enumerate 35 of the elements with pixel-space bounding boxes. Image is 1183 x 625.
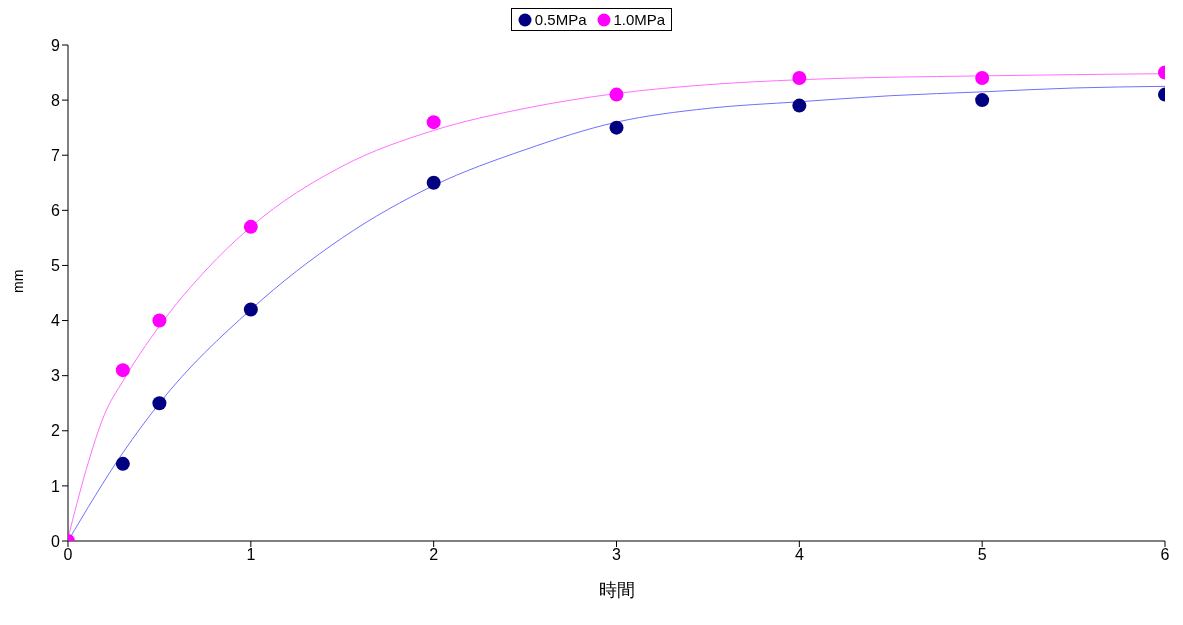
y-tick-label: 9 [51, 36, 61, 54]
y-tick-label: 7 [51, 146, 61, 164]
y-axis-title: mm [9, 269, 26, 293]
x-tick-label: 4 [794, 546, 804, 564]
x-axis-title: 時間 [598, 580, 635, 600]
y-tick-label: 1 [51, 477, 61, 495]
point [243, 302, 258, 317]
point [152, 313, 167, 328]
point [792, 98, 807, 113]
y-tick-label: 4 [51, 312, 61, 330]
point [243, 219, 258, 234]
x-tick-label: 5 [977, 546, 987, 564]
point [426, 175, 441, 190]
y-tick-label: 0 [51, 532, 61, 550]
legend-label: 0.5MPa [533, 11, 587, 28]
point [975, 93, 990, 108]
y-tick-label: 2 [51, 422, 61, 440]
point [115, 363, 130, 378]
point [609, 120, 624, 135]
y-tick-label: 8 [51, 91, 61, 109]
legend-label: 1.0MPa [612, 11, 666, 28]
point [115, 456, 130, 471]
y-tick-label: 3 [51, 367, 61, 385]
x-tick-label: 6 [1160, 546, 1170, 564]
x-tick-label: 0 [63, 546, 73, 564]
point [426, 115, 441, 130]
x-tick-label: 1 [246, 546, 256, 564]
point [152, 396, 167, 411]
point [792, 71, 807, 86]
point [609, 87, 624, 102]
point [975, 71, 990, 86]
x-tick-label: 2 [429, 546, 439, 564]
y-tick-label: 6 [51, 202, 61, 220]
x-tick-label: 3 [612, 546, 622, 564]
y-tick-label: 5 [51, 257, 61, 275]
